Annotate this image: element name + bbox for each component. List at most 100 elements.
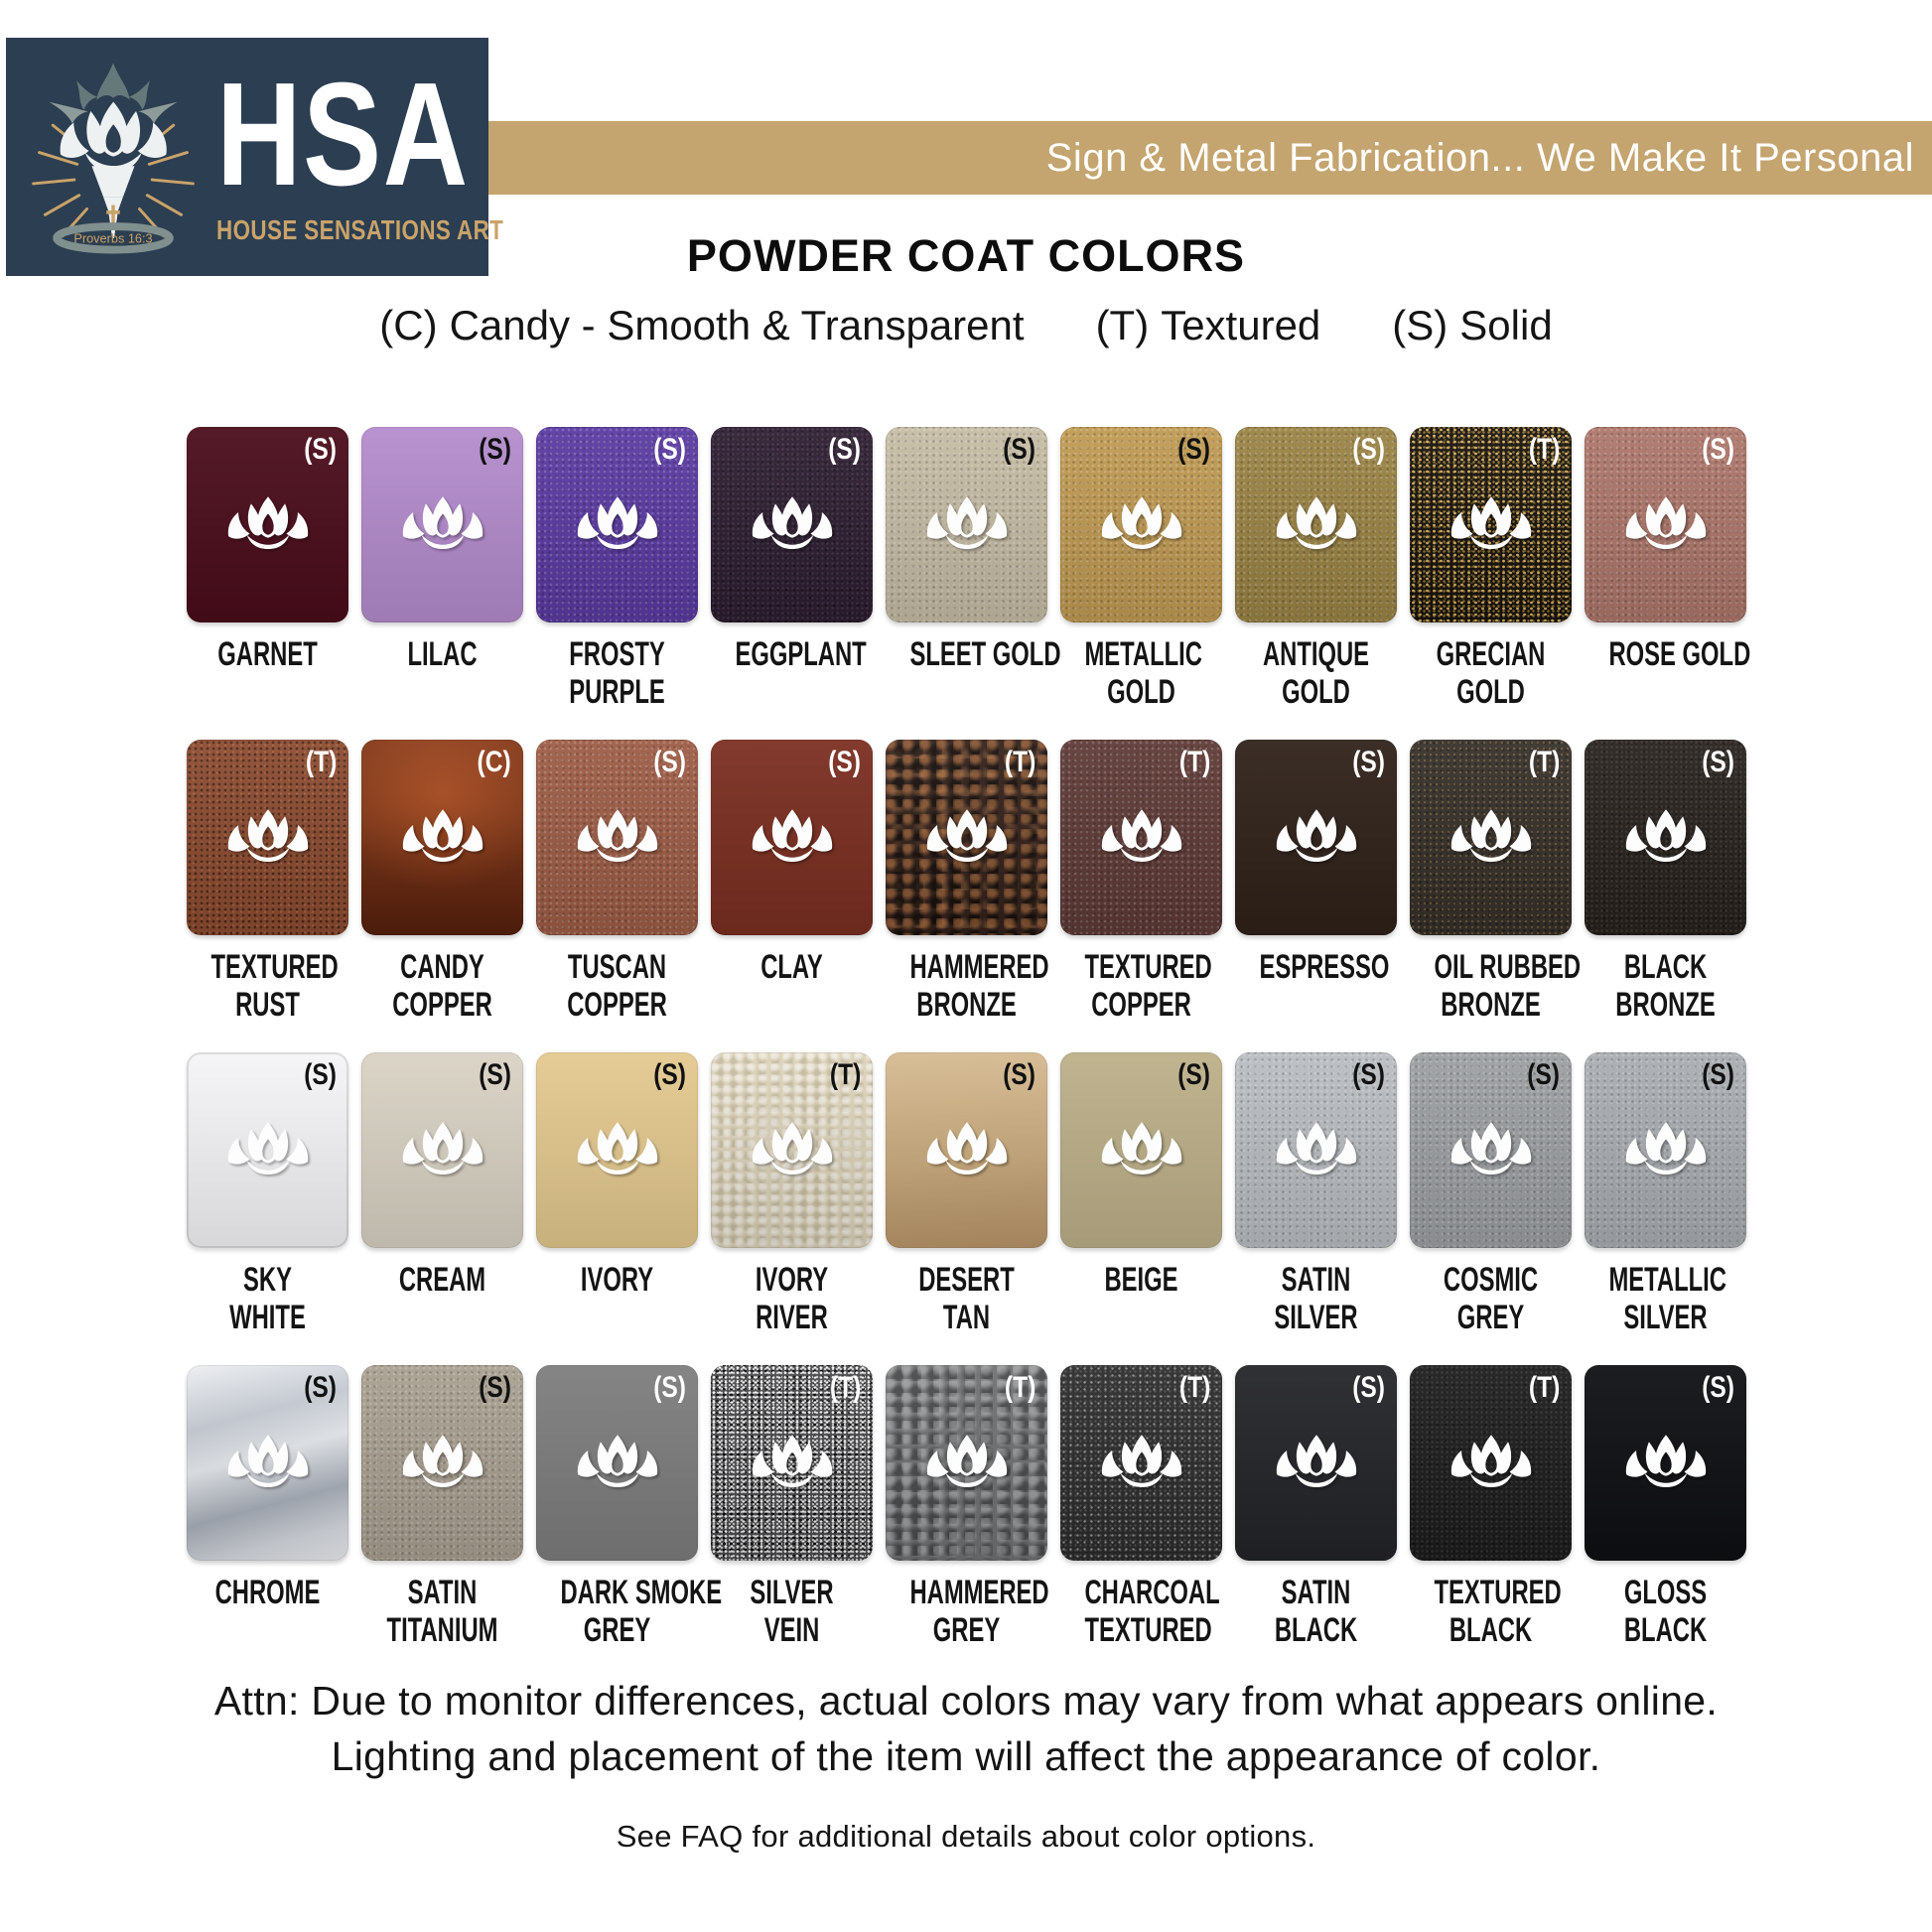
lotus-icon xyxy=(1450,1435,1531,1487)
tagline-banner: Sign & Metal Fabrication... We Make It P… xyxy=(475,121,1932,195)
swatch-name: DESERT TAN xyxy=(918,1261,1015,1336)
swatch-name: TEXTURED COPPER xyxy=(1084,948,1212,1024)
swatch-dark-smoke-grey: (S) xyxy=(536,1365,698,1561)
page-title: POWDER COAT COLORS xyxy=(686,230,1246,281)
swatch-name: IVORY RIVER xyxy=(755,1261,829,1336)
swatch-cell-sky-white: (S) SKY WHITE xyxy=(187,1052,348,1365)
swatch-hammered-grey: (T) xyxy=(886,1365,1047,1561)
swatch-name: DARK SMOKE GREY xyxy=(560,1574,723,1649)
swatch-textured-black: (T) xyxy=(1410,1365,1572,1561)
swatch-name: TUSCAN COPPER xyxy=(567,948,667,1024)
finish-type-badge: (T) xyxy=(1178,746,1210,778)
lotus-icon xyxy=(1101,496,1181,549)
swatch-cell-ivory-river: (T) IVORY RIVER xyxy=(711,1052,873,1365)
finish-type-badge: (S) xyxy=(304,433,337,466)
lotus-icon xyxy=(402,1122,483,1174)
swatch-name: SATIN SILVER xyxy=(1274,1261,1358,1336)
lotus-icon xyxy=(1276,1435,1356,1487)
swatch-name: TEXTURED BLACK xyxy=(1434,1574,1562,1649)
lotus-icon xyxy=(1450,809,1531,862)
swatch-cell-hammered-grey: (T) HAMMERED GREY xyxy=(886,1365,1049,1678)
legend-code-candy: (C) xyxy=(379,302,438,348)
lotus-icon xyxy=(926,1435,1007,1487)
swatch-name: BLACK BRONZE xyxy=(1615,948,1716,1024)
swatch-cell-rose-gold: (S) ROSE GOLD xyxy=(1585,427,1750,740)
swatch-name: EGGPLANT xyxy=(735,635,867,673)
swatch-cell-silver-vein: (T) SILVER VEIN xyxy=(711,1365,873,1678)
finish-type-badge: (S) xyxy=(1702,746,1734,778)
swatch-cell-charcoal-textured: (T) CHARCOAL TEXTURED xyxy=(1060,1365,1222,1678)
finish-type-badge: (T) xyxy=(305,746,337,778)
lotus-icon xyxy=(227,1435,308,1487)
finish-type-badge: (T) xyxy=(1178,1371,1210,1404)
lotus-icon xyxy=(1450,496,1531,549)
swatch-name: SATIN BLACK xyxy=(1274,1574,1358,1649)
swatch-candy-copper: (C) xyxy=(361,740,523,935)
swatch-name: TEXTURED RUST xyxy=(210,948,339,1024)
swatch-rose-gold: (S) xyxy=(1585,427,1746,622)
swatch-grid: (S) GARNET (S) LILAC (S) FROSTY PURPLE (S) EGGPL… xyxy=(187,427,1750,1678)
swatch-name: METALLIC SILVER xyxy=(1608,1261,1726,1336)
swatch-cell-sleet-gold: (S) SLEET GOLD xyxy=(886,427,1061,740)
logo-abbr: HSA xyxy=(216,53,470,216)
swatch-name: BEIGE xyxy=(1104,1261,1178,1299)
finish-type-badge: (T) xyxy=(1528,433,1560,466)
swatch-black-bronze: (S) xyxy=(1585,740,1746,935)
swatch-cell-clay: (S) CLAY xyxy=(711,740,873,1052)
lotus-icon xyxy=(402,809,483,862)
lotus-icon xyxy=(1625,1435,1706,1487)
swatch-sleet-gold: (S) xyxy=(886,427,1047,622)
swatch-name: IVORY xyxy=(580,1261,654,1299)
lotus-icon xyxy=(227,496,308,549)
finish-type-badge: (S) xyxy=(653,433,686,466)
swatch-cell-grecian-gold: (T) GRECIAN GOLD xyxy=(1410,427,1572,740)
swatch-name: OIL RUBBED BRONZE xyxy=(1434,948,1582,1024)
finish-type-badge: (T) xyxy=(829,1371,861,1404)
swatch-name: FROSTY PURPLE xyxy=(569,635,665,711)
lotus-icon xyxy=(402,496,483,549)
finish-type-badge: (S) xyxy=(1003,433,1035,466)
swatch-ivory: (S) xyxy=(536,1052,698,1248)
finish-type-badge: (S) xyxy=(1702,1058,1734,1091)
swatch-cell-satin-silver: (S) SATIN SILVER xyxy=(1235,1052,1397,1365)
swatch-metallic-silver: (S) xyxy=(1585,1052,1746,1248)
lotus-icon xyxy=(577,1435,657,1487)
legend-item-textured: (T) Textured xyxy=(1096,302,1321,349)
torch-lotus-icon: Proverbs 16:3 xyxy=(32,63,195,254)
swatch-name: CHARCOAL TEXTURED xyxy=(1084,1574,1220,1649)
logo-verse: Proverbs 16:3 xyxy=(73,231,152,246)
swatch-name: SKY WHITE xyxy=(229,1261,306,1336)
swatch-textured-rust: (T) xyxy=(187,740,348,935)
swatch-name: HAMMERED GREY xyxy=(909,1574,1049,1649)
swatch-cell-beige: (S) BEIGE xyxy=(1060,1052,1222,1365)
legend-item-solid: (S) Solid xyxy=(1392,302,1552,349)
finish-type-badge: (T) xyxy=(1004,746,1035,778)
finish-type-badge: (S) xyxy=(1177,1058,1210,1091)
swatch-cell-black-bronze: (S) BLACK BRONZE xyxy=(1585,740,1746,1052)
finish-type-badge: (S) xyxy=(1352,1371,1385,1404)
finish-type-badge: (S) xyxy=(304,1371,337,1404)
finish-type-badge: (S) xyxy=(479,433,511,466)
finish-type-badge: (S) xyxy=(653,746,686,778)
finish-type-badge: (S) xyxy=(479,1371,511,1404)
footer-faq-note: See FAQ for additional details about col… xyxy=(616,1819,1316,1854)
lotus-icon xyxy=(1276,1122,1356,1174)
finish-type-badge: (S) xyxy=(1527,1058,1560,1091)
swatch-textured-copper: (T) xyxy=(1060,740,1222,935)
swatch-name: CHROME xyxy=(214,1574,321,1611)
swatch-garnet: (S) xyxy=(187,427,348,622)
swatch-cell-desert-tan: (S) DESERT TAN xyxy=(886,1052,1047,1365)
swatch-name: GLOSS BLACK xyxy=(1623,1574,1708,1649)
swatch-gloss-black: (S) xyxy=(1585,1365,1746,1561)
finish-type-badge: (C) xyxy=(477,746,511,778)
swatch-lilac: (S) xyxy=(361,427,523,622)
lotus-icon xyxy=(1101,1435,1181,1487)
swatch-name: ANTIQUE GOLD xyxy=(1262,635,1370,711)
finish-type-badge: (S) xyxy=(1177,433,1210,466)
swatch-cell-metallic-silver: (S) METALLIC SILVER xyxy=(1585,1052,1746,1365)
tagline-text: Sign & Metal Fabrication... We Make It P… xyxy=(1045,135,1914,180)
lotus-icon xyxy=(752,1122,832,1174)
lotus-icon xyxy=(752,496,832,549)
lotus-icon xyxy=(227,1122,308,1174)
swatch-ivory-river: (T) xyxy=(711,1052,873,1248)
